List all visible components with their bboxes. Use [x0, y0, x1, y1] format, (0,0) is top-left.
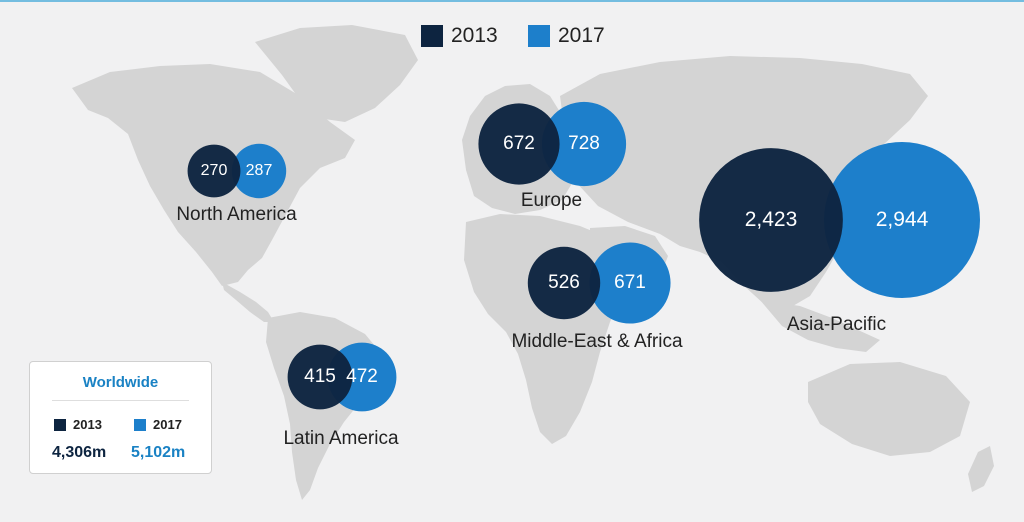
bubble-value-2017-north-america: 287	[245, 162, 273, 179]
bubble-value-2013-middle-east-africa: 526	[548, 272, 580, 293]
indochina-shape	[760, 300, 880, 352]
bubble-value-2017-asia-pacific: 2,944	[875, 208, 929, 231]
bubble-2013-middle-east-africa	[527, 246, 601, 320]
greenland-shape	[255, 25, 418, 122]
worldwide-swatch-2013	[54, 419, 66, 431]
bubble-2013-europe	[478, 103, 560, 185]
legend-swatch-2013	[421, 25, 443, 47]
bubble-value-2013-north-america: 270	[200, 162, 228, 179]
worldwide-year-2013: 2013	[73, 417, 102, 432]
bubble-value-2013-europe: 672	[503, 133, 535, 154]
bubble-2017-north-america	[231, 143, 287, 199]
region-label-latin-america: Latin America	[283, 428, 399, 449]
region-label-europe: Europe	[520, 190, 583, 211]
chart-legend: 2013 2017	[0, 24, 1024, 54]
new-zealand-shape	[968, 446, 994, 492]
australia-shape	[808, 362, 970, 456]
worldwide-year-2017: 2017	[153, 417, 182, 432]
bubble-2017-middle-east-africa	[589, 242, 671, 324]
region-label-asia-pacific: Asia-Pacific	[786, 314, 887, 335]
legend-item-2017: 2017	[528, 24, 605, 48]
worldwide-summary: Worldwide 2013 2017 4,306m 5,102m	[29, 361, 212, 474]
bubble-2017-europe	[541, 101, 627, 187]
bubble-value-2017-middle-east-africa: 671	[614, 272, 646, 293]
region-label-north-america: North America	[176, 204, 297, 225]
bubble-2013-north-america	[187, 144, 241, 198]
bubble-value-2017-latin-america: 472	[346, 366, 378, 387]
legend-swatch-2017	[528, 25, 550, 47]
worldwide-total-2013: 4,306m	[52, 444, 107, 461]
bubbles-layer	[187, 101, 980, 412]
legend-label-2017: 2017	[558, 24, 605, 47]
worldwide-divider	[52, 400, 189, 401]
top-divider	[0, 0, 1024, 2]
worldwide-swatch-2017	[134, 419, 146, 431]
central-america-shape	[222, 282, 274, 322]
bubble-2013-latin-america	[287, 344, 353, 410]
bubble-value-2013-asia-pacific: 2,423	[744, 208, 798, 231]
worldwide-title: Worldwide	[82, 374, 159, 391]
bubble-value-2017-europe: 728	[568, 133, 600, 154]
legend-item-2013: 2013	[421, 24, 498, 48]
legend-label-2013: 2013	[451, 24, 498, 47]
worldwide-total-2017: 5,102m	[131, 444, 186, 461]
bubble-value-2013-latin-america: 415	[304, 366, 336, 387]
bubble-2017-asia-pacific	[824, 142, 980, 298]
bubble-2013-asia-pacific	[699, 148, 843, 292]
region-label-middle-east-africa: Middle-East & Africa	[511, 331, 683, 352]
